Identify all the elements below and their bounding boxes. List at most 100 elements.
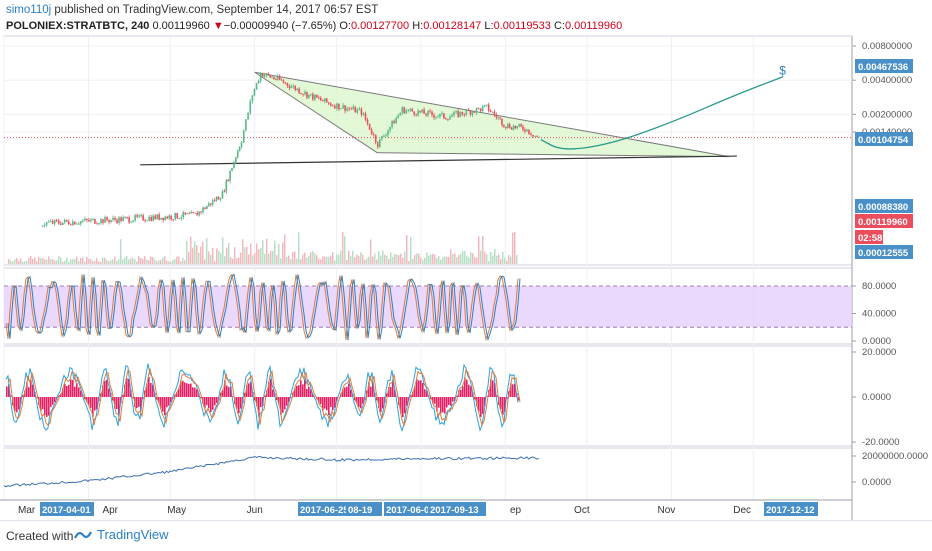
candle-body [72,222,74,226]
candle-body [192,212,194,213]
volume-bar [316,255,318,264]
macd-hist-bar [6,387,8,397]
volume-bar [236,258,238,264]
volume-bar [364,260,366,264]
volume-bar [308,256,310,264]
candle-body [338,104,340,110]
volume-bar [498,254,500,264]
volume-bar [244,247,246,264]
candle-body [130,222,132,223]
volume-bar [180,261,182,264]
candle-body [391,121,393,127]
time-tick-label-5: Nov [658,505,676,516]
candle-body [204,208,206,209]
volume-bar [82,257,84,264]
author-link[interactable]: simo110j [6,4,51,16]
macd-hist-bar [18,397,20,410]
volume-bar [74,259,76,264]
candle-body [516,126,518,128]
volume-bar [280,258,282,264]
macd-hist-bar [308,387,310,397]
tradingview-brand[interactable]: TradingView [74,527,169,542]
macd-hist-bar [448,397,450,405]
macd-hist-bar [260,397,262,407]
candle-body [249,101,251,113]
candle-body [289,86,291,88]
volume-bar [200,247,202,264]
volume-bar [176,257,178,264]
macd-hist-bar [344,387,346,397]
candle-body [470,111,472,115]
macd-hist-bar [418,380,420,397]
macd-hist-bar [148,377,150,397]
volume-bar [282,242,284,264]
candle-body [455,111,457,112]
candle-body [46,222,48,225]
volume-bar [70,259,72,264]
volume-bar [270,251,272,264]
volume-bar [110,260,112,264]
candle-body [190,212,192,214]
macd-hist-bar [346,387,348,397]
macd-hist-bar [282,397,284,413]
volume-bar [446,257,448,264]
volume-bar [228,243,230,264]
candle-body [478,108,480,109]
candle-body [76,224,78,225]
volume-bar [206,238,208,264]
candle-body [488,105,490,111]
candle-body [468,110,470,111]
volume-bar [238,258,240,264]
volume-bar [460,254,462,264]
candle-body [293,86,295,87]
candle-body [184,212,186,214]
price-tag-label-1: 0.00104754 [858,135,909,146]
volume-bar [160,260,162,264]
volume-bar [40,258,42,264]
candle-body [296,89,298,90]
macd-hist-bar [150,383,152,397]
macd-hist-bar [74,387,76,397]
time-highlight-label-1: 2017-06-25 [300,505,349,516]
macd-hist-bar [226,386,228,397]
candle-body [369,124,371,130]
volume-bar [342,232,344,264]
volume-bar [372,256,374,264]
candle-body [417,111,419,115]
macd-hist-bar [444,397,446,413]
candle-body [82,221,84,222]
candle-body [365,113,367,119]
volume-bar [408,261,410,264]
chart-canvas[interactable]: 0.008000000.004000000.002000000.00140000… [0,0,932,520]
candle-body [196,213,198,215]
symbol-line: POLONIEX:STRATBTC, 240 0.00119960 ▼−0.00… [6,20,622,32]
volume-bar [170,262,172,264]
macd-hist-bar [164,397,166,415]
candle-body [385,135,387,136]
volume-bar [212,248,214,264]
time-tick-label-6: Dec [733,505,751,516]
candle-body [156,214,158,219]
candle-body [122,217,124,221]
volume-bar [382,250,384,264]
candle-body [507,124,509,128]
price-tag-label-4: 02:58 [858,233,882,244]
candle-body [415,115,417,116]
candle-body [216,197,218,201]
volume-bar [330,256,332,264]
macd-hist-bar [482,397,484,414]
volume-bar [506,261,508,264]
macd-hist-bar [50,397,52,407]
macd-hist-bar [54,397,56,402]
candle-body [84,219,86,221]
volume-bar [510,257,512,264]
candle-body [260,73,262,81]
candle-body [501,119,503,125]
volume-bar [62,262,64,264]
candle-body [235,157,237,162]
macd-hist-bar [330,397,332,407]
macd-hist-bar [42,397,44,409]
volume-bar [196,245,198,264]
candle-body [58,221,60,224]
macd-hist-bar [52,397,54,405]
